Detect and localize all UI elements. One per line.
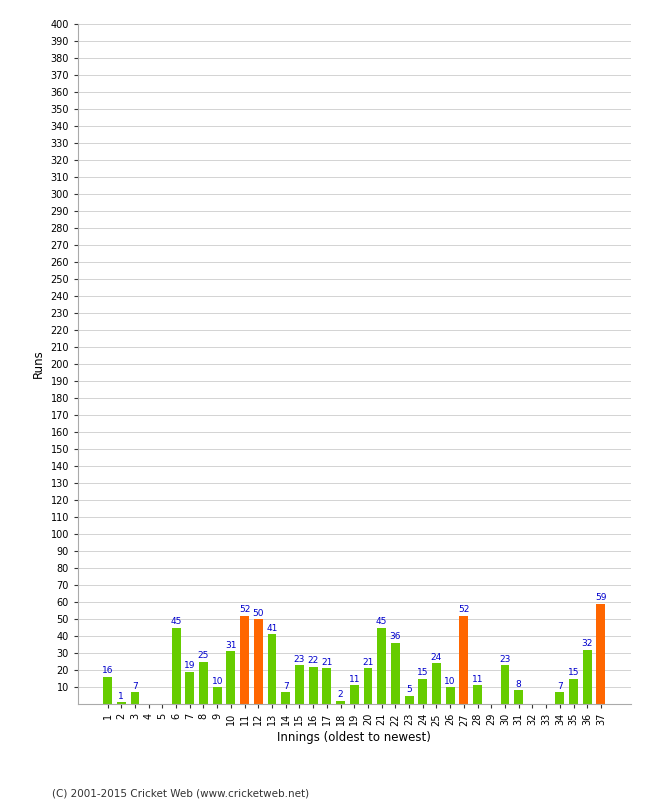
Text: 23: 23: [499, 654, 511, 663]
Text: 52: 52: [239, 606, 250, 614]
Bar: [569, 678, 578, 704]
Bar: [213, 687, 222, 704]
Bar: [336, 701, 345, 704]
Text: 16: 16: [102, 666, 113, 675]
Text: 10: 10: [445, 677, 456, 686]
Text: 45: 45: [170, 617, 182, 626]
Text: 1: 1: [118, 692, 124, 701]
Bar: [295, 665, 304, 704]
Bar: [350, 686, 359, 704]
Text: 11: 11: [472, 675, 484, 684]
Text: 11: 11: [348, 675, 360, 684]
Text: 10: 10: [211, 677, 223, 686]
Y-axis label: Runs: Runs: [32, 350, 45, 378]
Bar: [131, 692, 140, 704]
Bar: [460, 616, 469, 704]
Bar: [583, 650, 592, 704]
Text: 25: 25: [198, 651, 209, 660]
Bar: [500, 665, 510, 704]
Bar: [117, 702, 125, 704]
Bar: [391, 643, 400, 704]
Text: 59: 59: [595, 594, 606, 602]
Text: (C) 2001-2015 Cricket Web (www.cricketweb.net): (C) 2001-2015 Cricket Web (www.cricketwe…: [52, 788, 309, 798]
Text: 7: 7: [557, 682, 563, 690]
Text: 31: 31: [225, 641, 237, 650]
Bar: [555, 692, 564, 704]
Text: 15: 15: [567, 668, 579, 677]
Bar: [473, 686, 482, 704]
Bar: [597, 604, 605, 704]
Bar: [363, 668, 372, 704]
Bar: [199, 662, 208, 704]
Text: 7: 7: [132, 682, 138, 690]
Bar: [404, 695, 413, 704]
Bar: [172, 627, 181, 704]
Text: 5: 5: [406, 685, 412, 694]
X-axis label: Innings (oldest to newest): Innings (oldest to newest): [278, 731, 431, 744]
Bar: [103, 677, 112, 704]
Text: 15: 15: [417, 668, 428, 677]
Text: 8: 8: [516, 680, 521, 689]
Bar: [322, 668, 332, 704]
Text: 50: 50: [253, 609, 264, 618]
Text: 22: 22: [307, 656, 318, 666]
Text: 52: 52: [458, 606, 469, 614]
Bar: [514, 690, 523, 704]
Bar: [281, 692, 290, 704]
Text: 36: 36: [389, 633, 401, 642]
Bar: [268, 634, 276, 704]
Bar: [185, 672, 194, 704]
Text: 32: 32: [582, 639, 593, 648]
Bar: [446, 687, 454, 704]
Bar: [240, 616, 249, 704]
Bar: [226, 651, 235, 704]
Bar: [254, 619, 263, 704]
Text: 41: 41: [266, 624, 278, 633]
Text: 19: 19: [184, 662, 196, 670]
Text: 45: 45: [376, 617, 387, 626]
Text: 7: 7: [283, 682, 289, 690]
Bar: [419, 678, 427, 704]
Text: 24: 24: [431, 653, 442, 662]
Text: 2: 2: [338, 690, 343, 699]
Bar: [377, 627, 386, 704]
Bar: [432, 663, 441, 704]
Bar: [309, 666, 318, 704]
Text: 21: 21: [362, 658, 374, 667]
Text: 23: 23: [294, 654, 305, 663]
Text: 21: 21: [321, 658, 333, 667]
